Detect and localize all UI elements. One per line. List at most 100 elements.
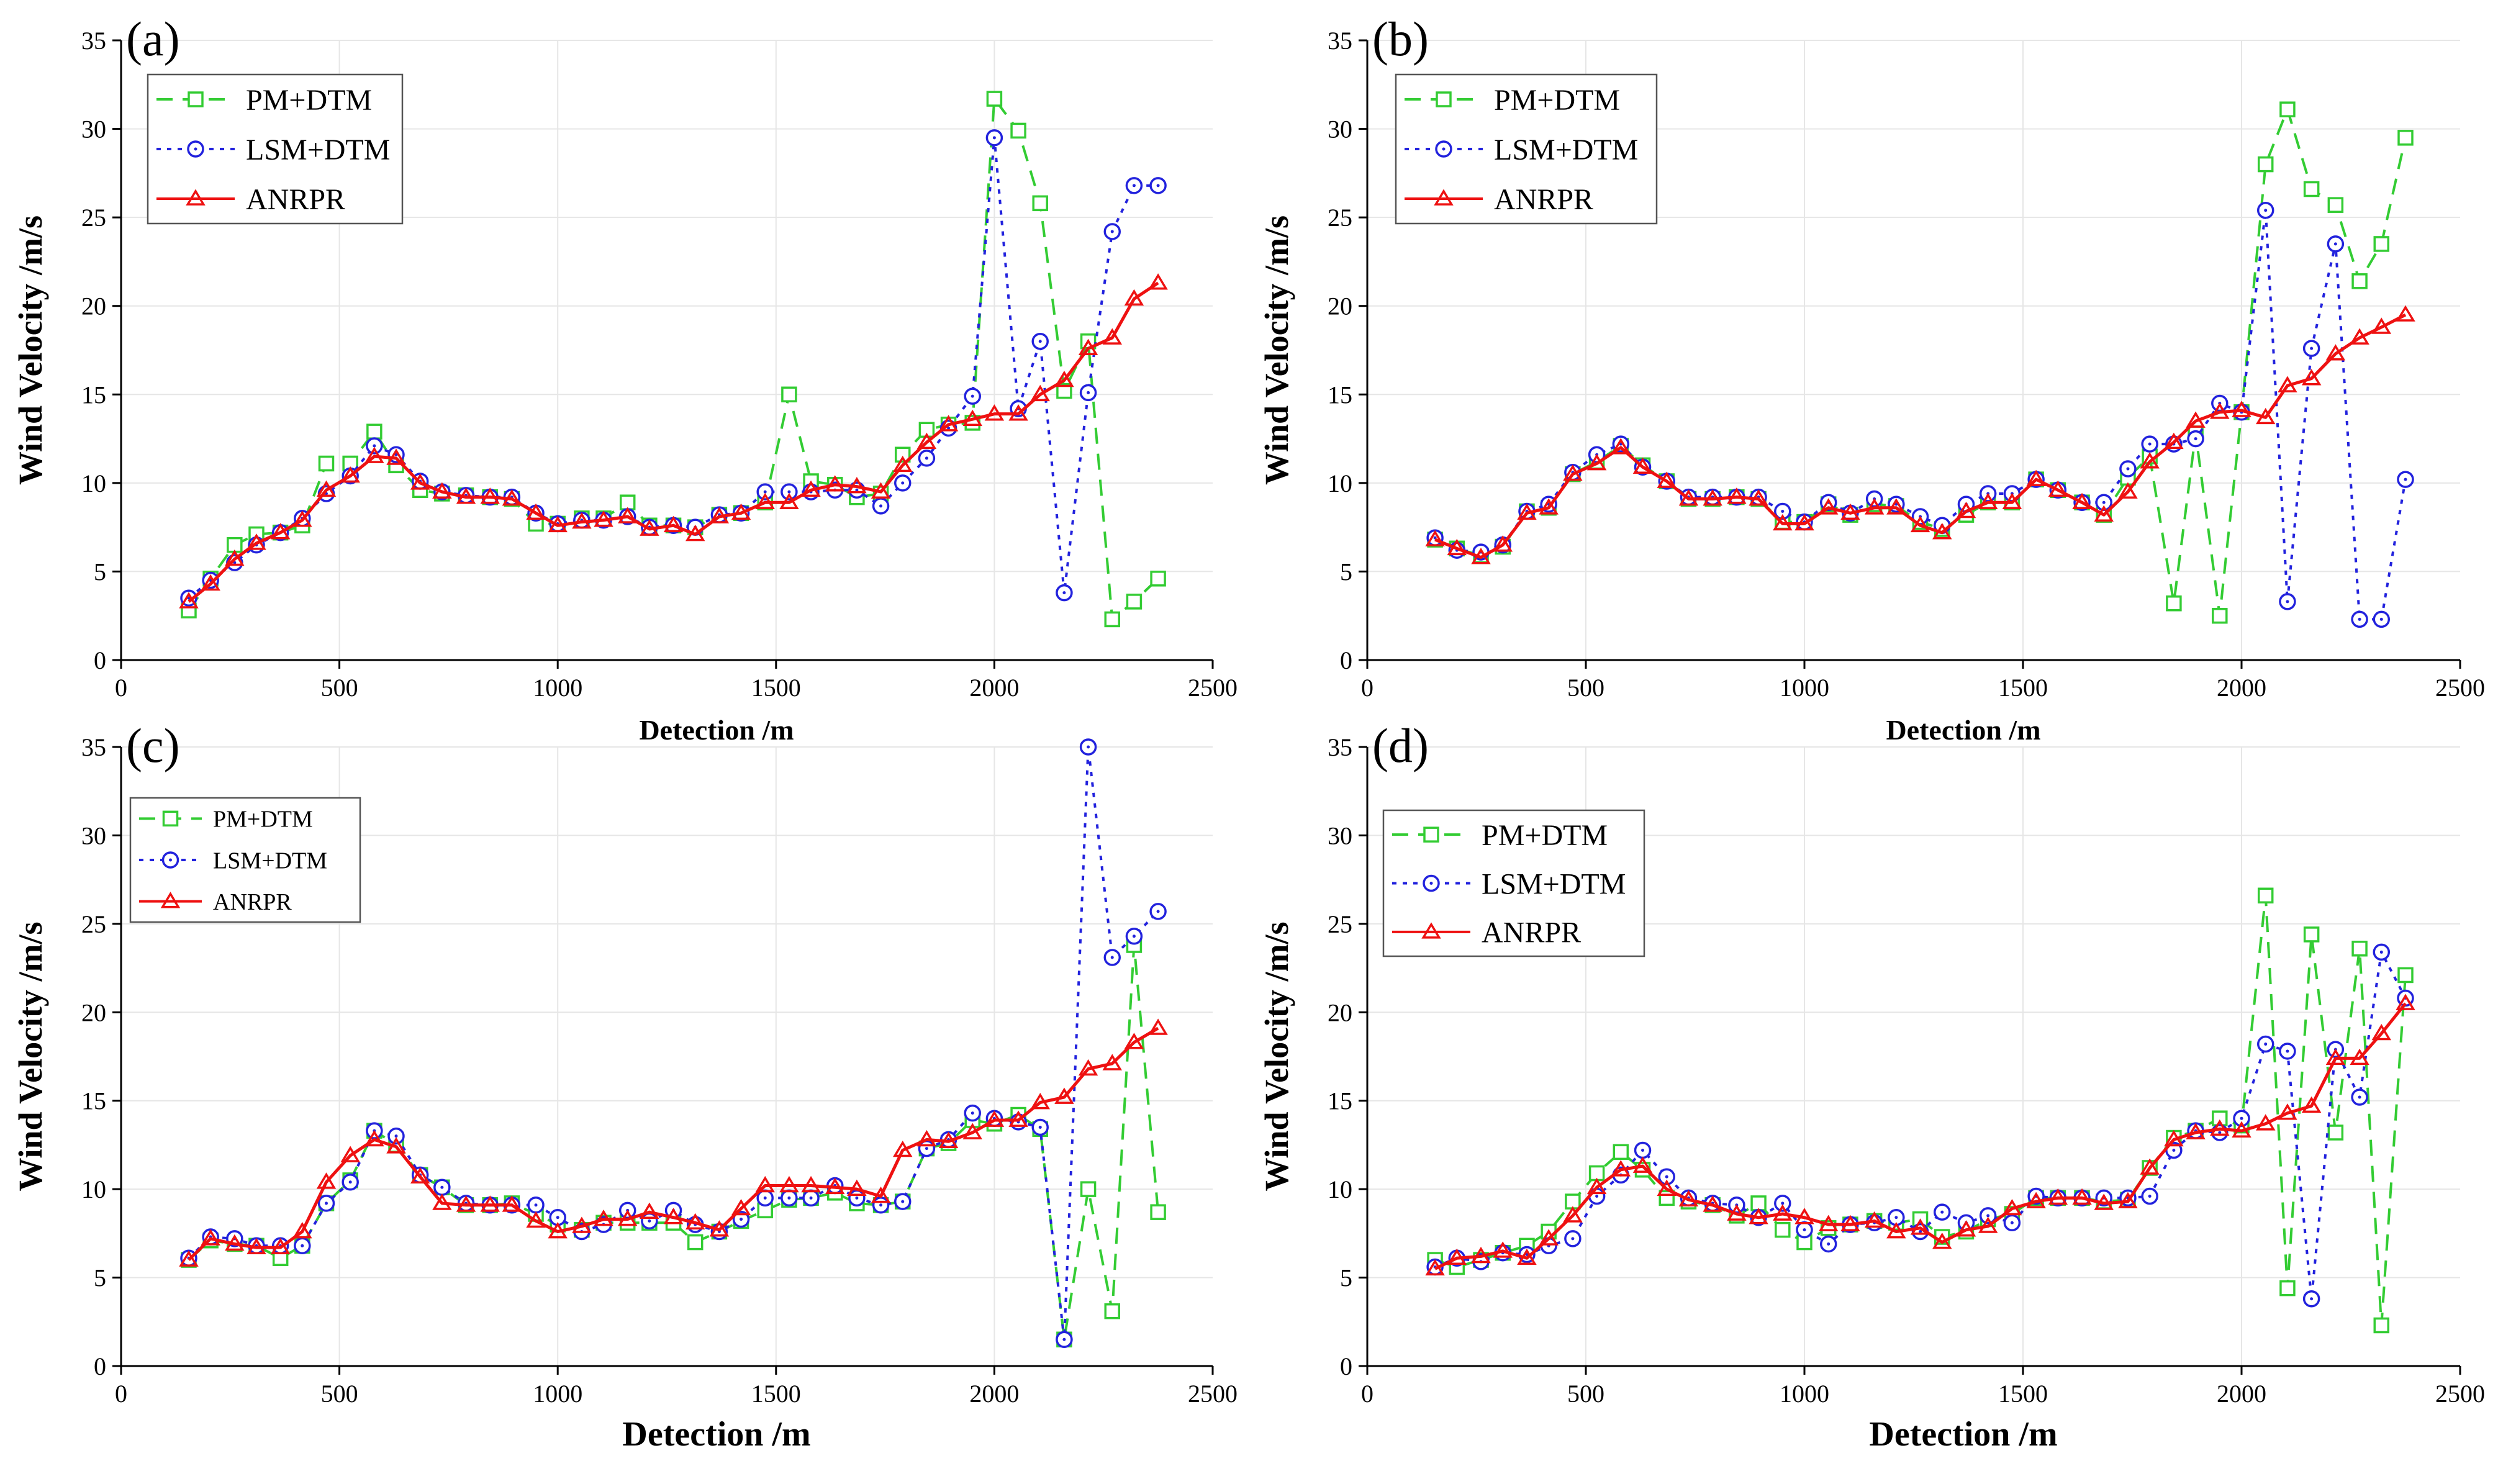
data-point-anrpr — [316, 1172, 337, 1189]
data-point-anrpr — [572, 1216, 592, 1233]
x-tick-label: 1000 — [533, 1380, 582, 1408]
x-tick-label: 2500 — [1188, 674, 1238, 702]
data-point-lsm — [1658, 1168, 1675, 1185]
data-point-pm — [986, 91, 1003, 107]
data-point-lsm-dot — [1803, 1228, 1806, 1232]
data-point-anrpr — [731, 503, 751, 520]
data-point-lsm — [781, 1189, 798, 1207]
y-tick-label: 5 — [1340, 558, 1352, 586]
legend-marker-lsm — [187, 140, 204, 158]
data-point-anrpr — [2094, 505, 2114, 522]
data-point-anrpr — [1749, 489, 1768, 506]
data-point-anrpr — [364, 446, 384, 463]
data-point-lsm — [732, 1210, 750, 1228]
data-point-anrpr — [1910, 515, 1930, 533]
data-point-anrpr — [1840, 503, 1860, 520]
data-point-anrpr — [316, 480, 337, 497]
data-point-anrpr — [962, 1123, 982, 1139]
legend-label-pm: PM+DTM — [246, 84, 372, 117]
legend-marker-anrpr — [1434, 189, 1454, 206]
data-point-anrpr — [685, 525, 705, 541]
data-point-anrpr — [1078, 338, 1098, 355]
data-point-lsm-dot — [1894, 1216, 1898, 1219]
data-point-lsm-dot — [1110, 956, 1114, 959]
data-point-anrpr — [1818, 1215, 1839, 1231]
data-point-lsm — [2279, 1043, 2296, 1060]
x-tick-label: 1000 — [1780, 1380, 1829, 1408]
data-point-anrpr — [548, 1221, 568, 1239]
x-tick-label: 1500 — [1998, 674, 2048, 702]
series-lsm — [1426, 201, 2414, 628]
x-tick-label: 0 — [115, 674, 127, 702]
legend-marker-lsm — [161, 851, 179, 869]
data-point-lsm — [894, 1193, 912, 1210]
data-point-lsm — [1588, 1187, 1606, 1205]
data-point-anrpr — [225, 1234, 245, 1251]
series-line-pm — [1434, 894, 2407, 1327]
data-point-anrpr — [2301, 1096, 2322, 1113]
data-point-lsm — [1149, 177, 1167, 194]
data-point-lsm-dot — [2264, 1043, 2268, 1046]
data-point-anrpr — [2232, 400, 2251, 417]
x-tick-label: 500 — [1567, 674, 1604, 702]
data-point-lsm — [2256, 201, 2274, 219]
x-tick-label: 2000 — [2217, 674, 2266, 702]
data-point-anrpr — [247, 533, 266, 550]
series-anrpr — [179, 1018, 1168, 1267]
data-point-anrpr — [526, 503, 546, 520]
data-point-anrpr — [847, 477, 867, 494]
data-point-lsm — [918, 450, 936, 467]
data-point-pm — [1104, 611, 1121, 628]
x-tick-label: 0 — [1361, 1380, 1373, 1408]
data-point-anrpr — [1148, 273, 1168, 290]
data-point-anrpr — [755, 1175, 775, 1193]
data-point-lsm-dot — [925, 1147, 928, 1151]
data-point-lsm — [433, 1179, 451, 1197]
data-point-pm — [2327, 197, 2344, 213]
y-tick-label: 10 — [1328, 1175, 1352, 1203]
legend: PM+DTM LSM+DTM ANRPR — [129, 797, 361, 923]
data-point-anrpr — [2026, 469, 2046, 486]
y-tick-label: 30 — [1328, 115, 1352, 143]
data-point-anrpr — [1978, 1216, 1998, 1233]
legend-marker-anrpr — [186, 189, 206, 206]
legend-marker-anrpr — [160, 892, 181, 908]
data-point-lsm-dot — [1665, 1175, 1668, 1179]
y-tick-label: 30 — [81, 821, 106, 849]
data-point-anrpr — [1008, 1110, 1028, 1127]
data-point-lsm-dot — [2358, 1095, 2361, 1099]
data-point-anrpr — [1102, 328, 1122, 345]
data-point-lsm — [2141, 435, 2158, 453]
series-line-anrpr — [188, 281, 1159, 603]
data-point-pm — [2327, 1124, 2344, 1141]
y-tick-label: 10 — [1328, 469, 1352, 497]
data-point-anrpr — [2186, 1123, 2206, 1139]
data-point-lsm-dot — [1062, 591, 1066, 595]
data-point-anrpr — [2210, 402, 2230, 419]
data-point-anrpr — [916, 432, 937, 450]
data-point-anrpr — [1425, 530, 1445, 546]
data-point-anrpr — [225, 549, 245, 566]
data-point-lsm — [964, 387, 981, 405]
data-point-anrpr — [801, 1175, 821, 1193]
data-point-lsm — [2302, 340, 2320, 357]
x-tick-label: 2000 — [969, 1380, 1019, 1408]
data-point-anrpr — [1611, 1160, 1631, 1177]
data-point-anrpr — [825, 475, 845, 492]
data-point-anrpr — [938, 1131, 959, 1149]
data-point-lsm-dot — [325, 1201, 328, 1205]
data-point-anrpr — [1493, 535, 1513, 552]
data-point-lsm — [1031, 332, 1049, 350]
data-point-pm — [2279, 101, 2296, 117]
chart-panel-b: 0 500 1000 1500 2000 2500 0 5 10 15 20 25 30 35 Detect… — [1258, 12, 2485, 746]
y-tick-label: 15 — [81, 1087, 106, 1115]
data-point-anrpr — [1886, 498, 1906, 515]
data-point-anrpr — [2350, 1048, 2369, 1065]
data-point-anrpr — [1054, 370, 1074, 387]
data-point-anrpr — [594, 510, 613, 527]
data-point-lsm — [294, 1237, 311, 1255]
data-point-pm — [2373, 236, 2390, 252]
legend-marker-lsm-dot — [169, 858, 172, 862]
data-point-lsm — [1056, 1331, 1073, 1349]
data-point-lsm — [1103, 949, 1121, 966]
